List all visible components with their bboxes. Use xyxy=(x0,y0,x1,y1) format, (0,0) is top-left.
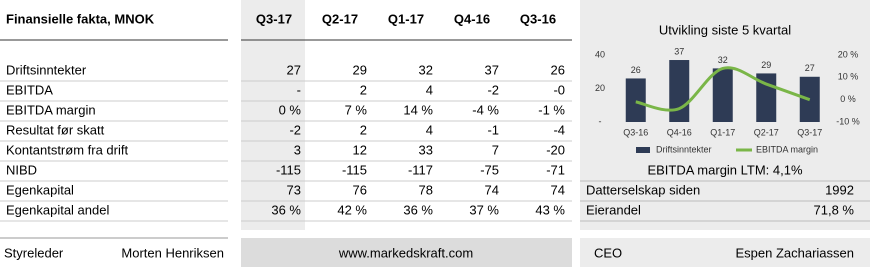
row-label: Resultat før skatt xyxy=(6,122,105,137)
data-label: 26 xyxy=(631,65,641,75)
cell: 26 xyxy=(551,62,565,77)
data-label: 32 xyxy=(718,55,728,65)
x-tick-label: Q3-16 xyxy=(623,127,648,137)
cell: -117 xyxy=(408,162,433,177)
row-label: Driftsinntekter xyxy=(6,62,87,77)
cell: 2 xyxy=(360,82,367,97)
cell: 37 % xyxy=(469,202,499,217)
cell: -20 xyxy=(546,142,565,157)
row-label: EBITDA xyxy=(6,82,53,97)
footer-website: www.markedskraft.com xyxy=(338,245,473,260)
cell: -1 xyxy=(487,122,499,137)
legend-swatch xyxy=(636,147,650,153)
x-tick-label: Q1-17 xyxy=(710,127,735,137)
footer-value: Espen Zachariassen xyxy=(735,245,854,260)
data-label: 29 xyxy=(761,60,771,70)
row-label: EBITDA margin xyxy=(6,102,96,117)
cell: - xyxy=(297,82,301,97)
cell: 78 xyxy=(419,182,433,197)
cell: 7 % xyxy=(345,102,368,117)
row-label: Egenkapital andel xyxy=(6,202,109,217)
cell: -115 xyxy=(276,162,301,177)
data-label: 27 xyxy=(805,63,815,73)
chart-title: Utvikling siste 5 kvartal xyxy=(659,22,791,37)
footer-label: Styreleder xyxy=(4,245,64,260)
footer-label: CEO xyxy=(594,245,622,260)
footer-right xyxy=(580,238,870,267)
column-header: Q3-17 xyxy=(256,11,292,26)
column-header: Q2-17 xyxy=(322,11,358,26)
column-header: Q3-16 xyxy=(520,11,556,26)
cell: 2 xyxy=(360,122,367,137)
cell: 29 xyxy=(353,62,367,77)
cell: 73 xyxy=(287,182,301,197)
data-label: 37 xyxy=(674,46,684,56)
cell: 36 % xyxy=(271,202,301,217)
cell: -0 xyxy=(553,82,565,97)
x-tick-label: Q4-16 xyxy=(667,127,692,137)
y-tick-label: 20 xyxy=(595,83,605,93)
cell: 74 xyxy=(485,182,499,197)
cell: 14 % xyxy=(403,102,433,117)
y2-tick-label: 0 % xyxy=(840,94,856,104)
legend-label: Driftsinntekter xyxy=(656,144,712,154)
cell: -1 % xyxy=(538,102,565,117)
fact-value: 71,8 % xyxy=(814,202,855,217)
footer-center xyxy=(241,238,572,267)
x-tick-label: Q3-17 xyxy=(797,127,822,137)
cell: 76 xyxy=(353,182,367,197)
highlight-column xyxy=(241,0,305,230)
cell: -4 xyxy=(553,122,565,137)
y-tick-label: 40 xyxy=(595,49,605,59)
bar xyxy=(712,68,733,122)
cell: -4 % xyxy=(472,102,499,117)
cell: -75 xyxy=(480,162,499,177)
cell: 0 % xyxy=(279,102,302,117)
cell: 74 xyxy=(551,182,565,197)
cell: 4 xyxy=(426,122,433,137)
line xyxy=(635,66,811,112)
bar xyxy=(669,60,690,122)
cell: 27 xyxy=(287,62,301,77)
row-label: Kontantstrøm fra drift xyxy=(6,142,128,157)
cell: 42 % xyxy=(337,202,367,217)
cell: -2 xyxy=(289,122,301,137)
y-tick-label: - xyxy=(599,116,602,126)
fact-label: Datterselskap siden xyxy=(586,182,700,197)
cell: 3 xyxy=(294,142,301,157)
footer-value: Morten Henriksen xyxy=(121,245,224,260)
y2-tick-label: 10 % xyxy=(838,72,859,82)
row-label: Egenkapital xyxy=(6,182,74,197)
title: Finansielle fakta, MNOK xyxy=(6,11,155,26)
row-label: NIBD xyxy=(6,162,37,177)
cell: 7 xyxy=(492,142,499,157)
ltm: EBITDA margin LTM: 4,1% xyxy=(647,162,803,177)
column-header: Q4-16 xyxy=(454,11,490,26)
fact-label: Eierandel xyxy=(586,202,641,217)
cell: 36 % xyxy=(403,202,433,217)
cell: 12 xyxy=(353,142,367,157)
cell: 32 xyxy=(419,62,433,77)
legend-label: EBITDA margin xyxy=(756,144,818,154)
cell: 33 xyxy=(419,142,433,157)
fact-value: 1992 xyxy=(825,182,854,197)
bar xyxy=(625,78,646,122)
cell: 4 xyxy=(426,82,433,97)
y2-tick-label: 20 % xyxy=(838,49,859,59)
y2-tick-label: -10 % xyxy=(836,116,860,126)
cell: 43 % xyxy=(535,202,565,217)
cell: -115 xyxy=(342,162,367,177)
x-tick-label: Q2-17 xyxy=(754,127,779,137)
cell: -71 xyxy=(546,162,565,177)
cell: -2 xyxy=(487,82,499,97)
column-header: Q1-17 xyxy=(388,11,424,26)
cell: 37 xyxy=(485,62,499,77)
